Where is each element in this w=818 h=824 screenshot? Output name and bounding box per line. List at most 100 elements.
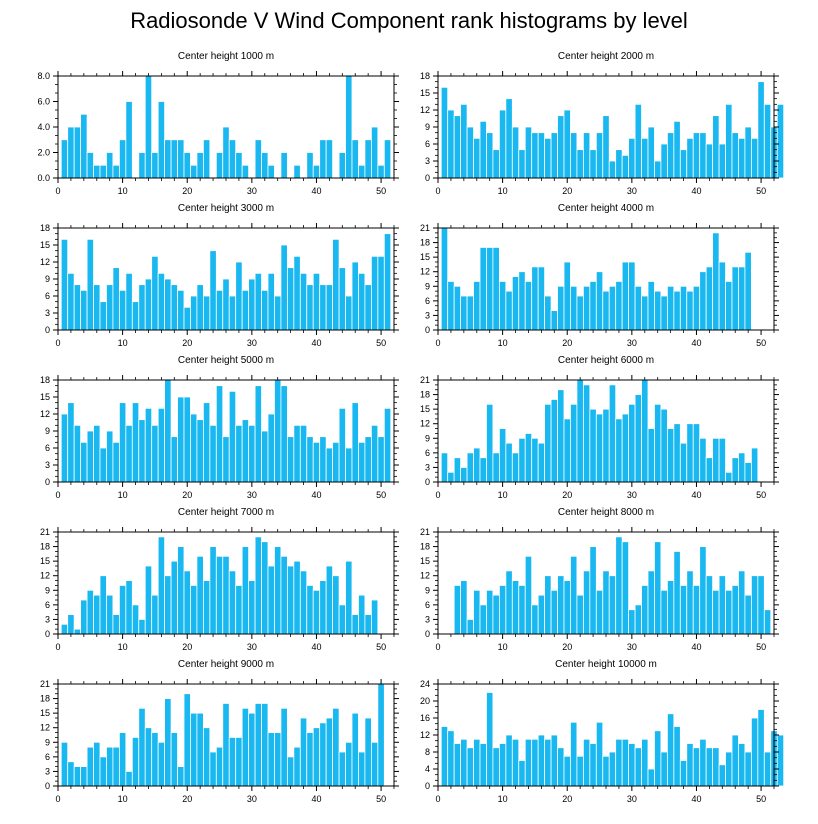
bar (440, 726, 449, 787)
bar (325, 139, 334, 179)
bar (170, 560, 178, 635)
bar (660, 751, 668, 787)
bar (692, 285, 701, 331)
bar (479, 604, 487, 635)
bar (325, 565, 334, 635)
bar (358, 441, 366, 483)
bar (628, 743, 636, 787)
bar (228, 295, 237, 331)
bar (666, 428, 675, 483)
bar (286, 267, 295, 331)
bar (319, 284, 327, 331)
y-tick-label: 9 (45, 274, 50, 284)
chart-panel-5: Center height 5000 m 0 10 20 30 40 50 0 3 6 9 12 15 1… (40, 355, 399, 500)
bar (518, 437, 526, 483)
bar (744, 126, 752, 179)
bar (86, 238, 94, 331)
chart-panel-1: Center height 1000 m 0 10 20 30 40 50 0.0 2.0 4.0… (37, 51, 399, 196)
bar (544, 575, 552, 635)
bar (325, 447, 334, 483)
bar (641, 738, 649, 787)
bar (505, 734, 513, 787)
chart-panel-7: Center height 7000 m 0 10 20 30 40 50 0 3 6 9 12 15 1… (40, 507, 399, 652)
bar (183, 693, 191, 787)
bar (67, 402, 75, 483)
bar (325, 717, 334, 787)
bar (267, 164, 275, 179)
y-tick-label: 12 (40, 409, 50, 419)
bar (325, 284, 334, 331)
bar (641, 379, 649, 483)
bar (763, 103, 772, 179)
y-tick-label: 15 (420, 88, 430, 98)
y-tick-label: 9 (425, 585, 430, 595)
y-tick-label: 12 (420, 105, 430, 115)
y-tick-label: 0.0 (37, 173, 50, 183)
x-tick-label: 10 (498, 186, 508, 196)
y-tick-label: 12 (420, 419, 430, 429)
bar (312, 164, 321, 179)
bar (99, 575, 107, 635)
chart-title: Center height 8000 m (558, 507, 654, 518)
y-tick-label: 18 (420, 71, 430, 81)
bar (486, 589, 494, 635)
x-tick-label: 10 (498, 338, 508, 348)
y-tick-label: 12 (40, 257, 50, 267)
bar (138, 707, 146, 787)
bar (209, 250, 217, 331)
bar (718, 764, 726, 787)
bar (570, 132, 578, 179)
bar (679, 442, 688, 483)
bar (125, 771, 133, 787)
bar (338, 407, 346, 483)
bar (615, 536, 623, 635)
bar (602, 755, 610, 787)
bar (524, 433, 533, 483)
bar (718, 575, 726, 635)
x-tick-label: 40 (311, 490, 321, 500)
bar (80, 113, 88, 179)
bar (712, 115, 720, 179)
bar (248, 712, 256, 787)
bar (750, 447, 759, 483)
x-tick-label: 40 (311, 338, 321, 348)
bar (125, 580, 133, 635)
bar (505, 290, 513, 331)
bar (261, 541, 269, 635)
bar (757, 575, 765, 635)
bar (383, 407, 392, 483)
bar (595, 132, 604, 179)
bar (241, 546, 250, 635)
bar (666, 132, 675, 179)
bar (660, 143, 668, 179)
bar (647, 281, 655, 331)
x-tick-label: 30 (627, 642, 637, 652)
y-tick-label: 0 (425, 781, 430, 791)
bar (557, 115, 565, 179)
chart-panel-6: Center height 6000 m 0 10 20 30 40 50 0 3 6 9 12 15 1… (420, 355, 779, 500)
bar (725, 751, 733, 787)
bar (518, 760, 526, 787)
bar (60, 238, 69, 331)
bar (280, 244, 288, 331)
bar (647, 570, 655, 635)
y-tick-label: 9 (45, 737, 50, 747)
y-tick-label: 0 (45, 781, 50, 791)
y-tick-label: 3 (45, 766, 50, 776)
bar (511, 126, 520, 179)
y-tick-label: 12 (40, 571, 50, 581)
bar (241, 419, 250, 483)
bar (738, 452, 746, 483)
chart-title: Center height 5000 m (178, 355, 274, 366)
y-tick-label: 18 (40, 694, 50, 704)
bar (498, 109, 507, 179)
y-tick-label: 21 (40, 527, 50, 537)
bar (293, 560, 301, 635)
bar (93, 164, 101, 179)
bar (280, 385, 288, 483)
y-tick-label: 6 (425, 600, 430, 610)
bar (537, 132, 546, 179)
bar (757, 81, 765, 179)
y-tick-label: 3 (45, 460, 50, 470)
bar (144, 75, 153, 179)
